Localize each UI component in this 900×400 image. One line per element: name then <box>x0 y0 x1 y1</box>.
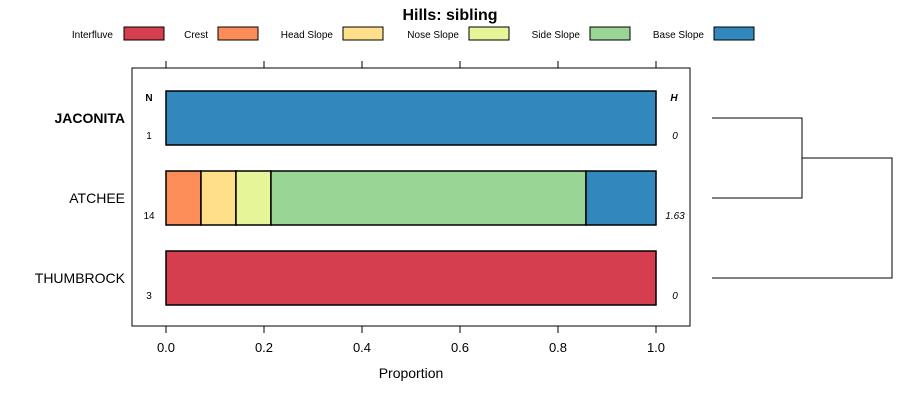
bar-segment-1-1 <box>165 170 202 226</box>
h-value-1: 1.63 <box>665 211 685 222</box>
chart-title: Hills: sibling <box>402 7 497 24</box>
legend-swatch-2 <box>342 26 384 41</box>
bar-segment-1-5 <box>585 170 657 226</box>
x-tick-label-3: 0.6 <box>451 340 469 355</box>
x-tick-label-0: 0.0 <box>157 340 175 355</box>
axes: 0.0 0.2 0.4 0.6 0.8 1.0 <box>157 61 665 355</box>
dendrogram <box>712 117 893 279</box>
x-tick-label-5: 1.0 <box>647 340 665 355</box>
h-value-2: 0 <box>672 291 678 302</box>
row-label-1: ATCHEE <box>69 190 125 206</box>
row-labels: JACONITA ATCHEE THUMBROCK <box>35 110 126 286</box>
n-value-0: 1 <box>146 131 152 142</box>
n-value-1: 14 <box>143 211 155 222</box>
bar-segment-1-2 <box>200 170 237 226</box>
legend-label-2: Head Slope <box>281 30 334 41</box>
legend-label-5: Base Slope <box>653 30 705 41</box>
bars <box>165 90 657 306</box>
legend-swatch-3 <box>468 26 510 41</box>
dendrogram-merge-1 <box>712 117 803 199</box>
legend-swatch-4 <box>589 26 631 41</box>
bar-segment-2-0 <box>165 250 657 306</box>
h-value-0: 0 <box>672 131 678 142</box>
h-header: H <box>670 93 678 104</box>
n-value-2: 3 <box>146 291 152 302</box>
legend-label-1: Crest <box>184 30 208 41</box>
legend-swatch-5 <box>713 26 755 41</box>
x-tick-label-4: 0.8 <box>549 340 567 355</box>
bar-segment-1-3 <box>235 170 272 226</box>
bar-segment-0-5 <box>165 90 657 146</box>
x-tick-label-1: 0.2 <box>255 340 273 355</box>
x-axis-title: Proportion <box>379 365 444 381</box>
n-header: N <box>145 93 152 104</box>
legend: Interfluve Crest Head Slope Nose Slope Side … <box>72 26 755 41</box>
dendrogram-merge-2 <box>712 157 893 279</box>
annotations: N H 1 0 14 1.63 3 0 <box>143 93 685 302</box>
legend-swatch-1 <box>217 26 259 41</box>
row-label-0: JACONITA <box>54 110 125 126</box>
legend-label-3: Nose Slope <box>407 30 459 41</box>
legend-label-4: Side Slope <box>532 30 581 41</box>
plot-frame <box>131 67 691 327</box>
x-tick-label-2: 0.4 <box>353 340 371 355</box>
legend-label-0: Interfluve <box>72 30 114 41</box>
legend-swatch-0 <box>123 26 165 41</box>
bar-segment-1-4 <box>270 170 587 226</box>
row-label-2: THUMBROCK <box>35 270 126 286</box>
